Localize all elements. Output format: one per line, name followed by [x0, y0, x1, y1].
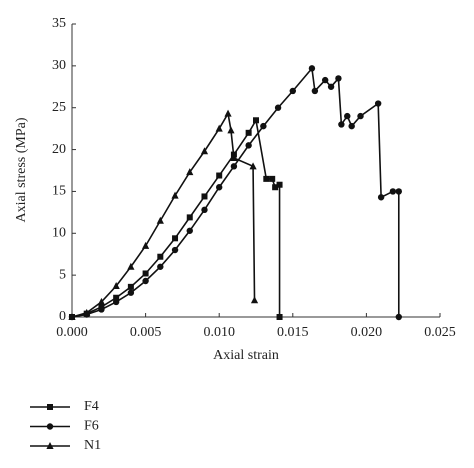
- marker: [201, 206, 208, 214]
- series-line: [71, 111, 256, 318]
- marker: [389, 188, 397, 195]
- marker: [186, 227, 193, 234]
- y-tick-label: 0: [59, 309, 66, 324]
- marker: [348, 122, 355, 130]
- marker: [245, 142, 252, 149]
- marker: [127, 289, 135, 296]
- marker: [357, 112, 364, 120]
- y-tick-label: 35: [52, 16, 66, 31]
- marker: [200, 147, 209, 155]
- marker: [338, 121, 345, 128]
- marker: [311, 87, 319, 95]
- marker: [327, 83, 335, 90]
- marker: [276, 181, 283, 188]
- y-tick-label: 25: [52, 100, 66, 115]
- marker: [224, 109, 232, 117]
- marker: [289, 87, 296, 95]
- marker: [47, 404, 53, 410]
- x-tick-label: 0.005: [130, 325, 162, 340]
- marker: [127, 283, 134, 290]
- legend-label: F6: [84, 419, 99, 434]
- y-axis-label: Axial stress (MPa): [14, 117, 29, 222]
- marker: [230, 163, 238, 170]
- marker: [249, 162, 257, 170]
- marker: [157, 253, 164, 260]
- x-tick-label: 0.025: [424, 325, 456, 340]
- x-axis-label: Axial strain: [213, 348, 279, 363]
- marker: [142, 277, 149, 285]
- marker: [142, 241, 150, 249]
- marker: [263, 175, 270, 182]
- series-line: [71, 117, 281, 318]
- marker: [344, 112, 351, 120]
- marker: [216, 184, 223, 191]
- marker: [216, 172, 223, 179]
- marker: [172, 235, 179, 242]
- x-tick-label: 0.020: [351, 325, 383, 340]
- marker: [276, 314, 283, 320]
- marker: [113, 294, 120, 301]
- marker: [395, 313, 402, 321]
- marker: [269, 175, 276, 182]
- marker: [186, 214, 193, 221]
- marker: [250, 296, 259, 304]
- marker: [245, 129, 252, 136]
- marker: [215, 124, 223, 132]
- marker: [335, 75, 342, 82]
- marker: [127, 262, 135, 270]
- marker: [260, 122, 267, 130]
- marker: [395, 188, 402, 195]
- y-tick-label: 10: [52, 226, 66, 241]
- legend-label: N1: [84, 438, 101, 453]
- marker: [230, 153, 238, 161]
- marker: [46, 442, 54, 449]
- marker: [83, 308, 91, 316]
- marker: [68, 313, 76, 320]
- marker: [308, 65, 316, 72]
- y-tick-label: 30: [52, 58, 66, 73]
- marker: [186, 168, 194, 176]
- marker: [156, 216, 164, 224]
- marker: [272, 184, 279, 191]
- marker: [142, 270, 149, 277]
- y-tick-label: 5: [59, 267, 66, 282]
- marker: [171, 246, 179, 254]
- marker: [112, 282, 120, 290]
- marker: [112, 298, 120, 306]
- x-tick-label: 0.000: [56, 325, 88, 340]
- y-tick-label: 20: [52, 142, 66, 157]
- marker: [377, 194, 385, 201]
- x-tick-label: 0.015: [277, 325, 309, 340]
- legend-label: F4: [84, 399, 99, 414]
- marker: [253, 117, 259, 124]
- x-tick-label: 0.010: [203, 325, 235, 340]
- marker: [321, 76, 329, 84]
- marker: [97, 297, 106, 305]
- marker: [157, 263, 164, 270]
- marker: [374, 100, 382, 107]
- marker: [274, 104, 282, 111]
- y-tick-label: 15: [52, 184, 66, 199]
- marker: [201, 193, 208, 200]
- marker: [171, 191, 179, 199]
- marker: [98, 306, 105, 313]
- marker: [46, 423, 54, 430]
- marker: [227, 126, 235, 134]
